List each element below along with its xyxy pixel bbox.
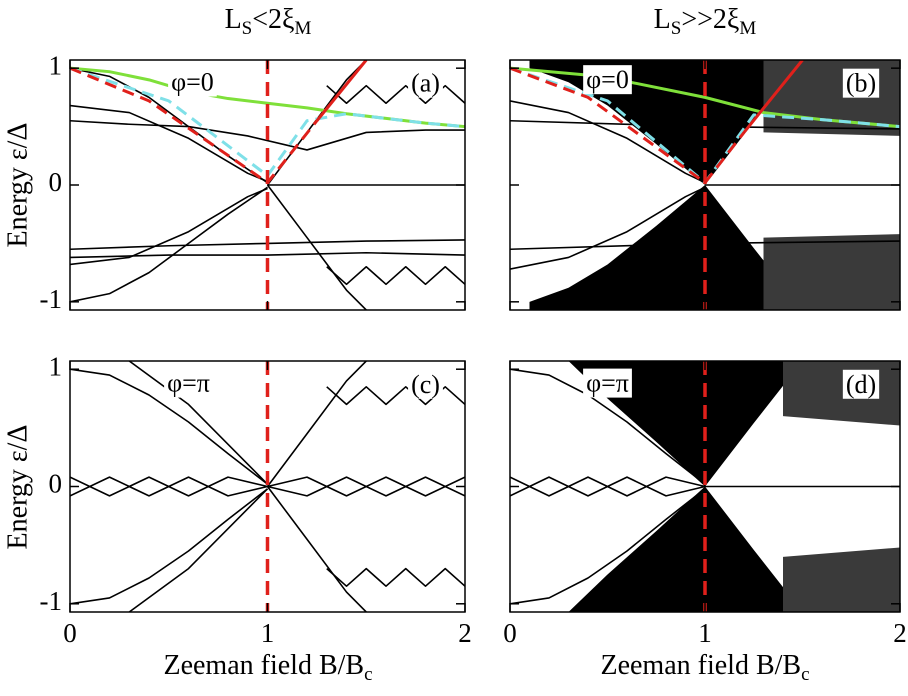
band-area [568,486,803,612]
label-part: Zeeman field B/B [600,650,801,681]
x-tick-label: 0 [63,618,77,648]
curve [510,100,706,184]
y-axis-label: Energy ε/Δ [2,425,33,550]
curve [742,60,804,134]
y-tick-label: 1 [49,50,63,80]
panel: -1 0 1 φ=0 (a) [40,50,466,314]
y-tick-label: -1 [40,284,63,314]
curve [326,265,465,286]
annotation: φ=π [586,369,629,398]
plot-area [70,60,465,310]
annotation-box [583,368,632,398]
label: Zeeman field B/Bc [163,650,372,685]
curve [128,488,269,612]
panel: φ=0 (b) [509,59,901,311]
curve [266,184,367,310]
curve [70,368,268,485]
annotation-box [408,68,443,98]
plot-area [510,361,900,612]
annotation-box [408,369,443,399]
annotation: (a) [411,69,440,98]
annotation-box [164,368,213,398]
curve [266,361,367,487]
y-tick-label: 0 [49,469,63,499]
band-area [529,185,803,310]
x-tick-label: 1 [261,618,275,648]
curve [510,186,706,270]
curve [326,567,465,587]
annotation: φ=π [167,369,210,398]
annotation: (b) [846,69,876,98]
curve [70,66,319,185]
curve [70,251,465,259]
label: LS>>2ξM [654,4,757,39]
curve [70,67,268,184]
y-axis-label: Energy ε/Δ [2,123,33,248]
label-part: >>2ξ [681,4,739,35]
label: LS<2ξM [225,4,312,39]
plot-area [70,361,465,612]
annotation-box [842,68,880,98]
x-tick-label: 0 [503,618,517,648]
annotation-box [168,67,217,97]
annotation-box [583,65,632,95]
annotation: (c) [411,370,440,399]
label-part: L [225,4,242,35]
label-part: <2ξ [252,4,294,35]
curve [510,476,706,497]
curve [70,476,268,497]
curve [510,66,746,185]
band-area [783,547,900,612]
curve [326,386,465,406]
curve [510,488,706,605]
subscript: M [295,18,312,39]
curve [70,488,268,605]
curve [70,119,465,151]
curve [266,486,367,612]
band-area [783,361,900,426]
subscript: S [242,18,253,39]
annotation-box [842,369,880,399]
plot-area [510,60,900,310]
annotation: φ=0 [586,65,629,94]
x-tick-label: 1 [698,618,712,648]
label-part: Zeeman field B/B [163,650,364,681]
annotation: φ=0 [171,68,214,97]
y-tick-label: 0 [49,167,63,197]
curve [70,104,268,183]
curve [128,361,269,485]
subscript: S [671,18,682,39]
y-tick-label: 1 [49,351,63,381]
label: Zeeman field B/Bc [600,650,809,685]
subscript: M [739,18,756,39]
subscript: c [801,664,809,685]
band-area [763,234,900,310]
x-tick-label: 2 [458,618,472,648]
curve [510,368,706,485]
subscript: c [364,664,372,685]
curve [267,476,465,497]
y-tick-label: -1 [40,586,63,616]
curve [70,66,465,178]
curve [70,187,268,266]
annotation: (d) [846,370,876,399]
label-part: L [654,4,671,35]
curve [510,66,900,185]
curve [70,186,268,303]
curve [326,84,465,105]
panel: 0 1 2 φ=π (d) [503,360,907,648]
x-tick-label: 2 [893,618,907,648]
curve [315,60,368,122]
